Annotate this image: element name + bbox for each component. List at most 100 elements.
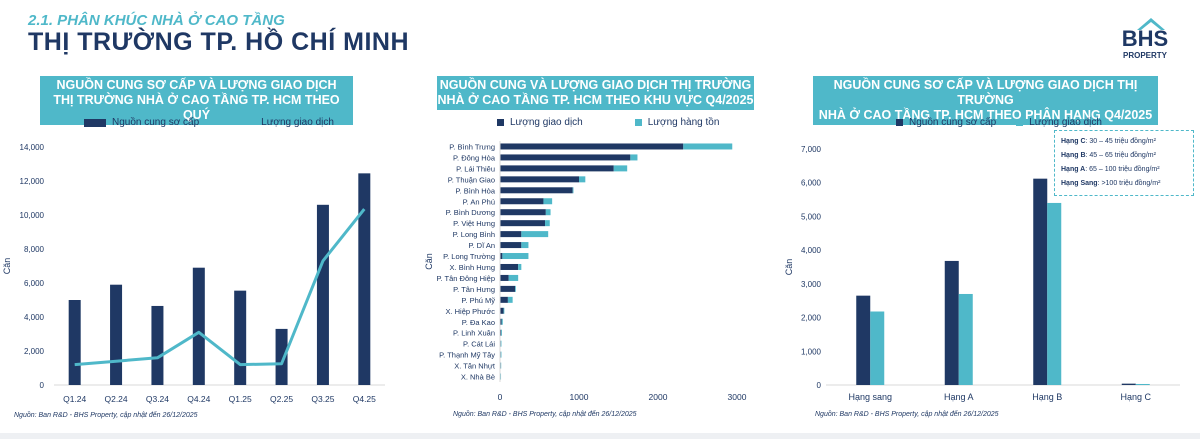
chart-quarterly: 0 2,000 4,000 6,000 8,000 10,000 12,000 14,000 C… bbox=[2, 143, 385, 404]
bar-transactions bbox=[500, 220, 546, 227]
y-tick-label: 14,000 bbox=[20, 143, 45, 152]
chart-by-area: P. Bình Trưng P. Đông Hòa P. Lái Thiêu P. T… bbox=[424, 141, 747, 402]
bar-transactions bbox=[500, 253, 503, 260]
bar-transactions bbox=[1135, 383, 1150, 385]
bar-inventory bbox=[518, 263, 522, 270]
legend-swatch-transactions bbox=[497, 119, 504, 126]
panel2-source: Nguồn: Ban R&D - BHS Property, cập nhật … bbox=[453, 411, 637, 418]
panel1-title-line1: NGUỒN CUNG SƠ CẤP VÀ LƯỢNG GIAO DỊCH bbox=[56, 78, 337, 92]
x-tick-label: 1000 bbox=[570, 392, 589, 402]
bar-transactions bbox=[500, 154, 631, 161]
bar-transactions bbox=[500, 165, 614, 172]
bar-inventory bbox=[630, 154, 638, 161]
bar-supply bbox=[358, 173, 371, 385]
x-tick-label: Q4.24 bbox=[187, 394, 210, 404]
bar-supply bbox=[192, 267, 205, 385]
bar-supply bbox=[1033, 178, 1048, 385]
bar-transactions bbox=[500, 198, 544, 205]
y-tick-label: 2,000 bbox=[801, 314, 822, 323]
bar-inventory bbox=[545, 209, 551, 216]
bar-transactions bbox=[500, 307, 504, 314]
category-label: X. Bình Hưng bbox=[450, 263, 495, 272]
category-label: P. Đông Hòa bbox=[453, 153, 496, 162]
x-tick-label: 2000 bbox=[649, 392, 668, 402]
bar-inventory bbox=[515, 285, 516, 292]
line-transactions bbox=[74, 208, 366, 367]
note-grade-c: Hạng C: 30 – 45 triệu đồng/m² bbox=[1061, 138, 1156, 145]
bar-supply bbox=[316, 204, 329, 385]
grade-price-note: Hạng C: 30 – 45 triệu đồng/m² Hạng B: 45… bbox=[1054, 130, 1194, 196]
bar-transactions bbox=[500, 296, 508, 303]
category-label: P. Long Bình bbox=[453, 230, 495, 239]
panel3-title-line2: NHÀ Ở CAO TẦNG TP. HCM THEO PHÂN HẠNG Q4… bbox=[818, 108, 1153, 122]
bar-supply bbox=[110, 284, 123, 385]
y-axis-label: Căn bbox=[784, 259, 794, 276]
bar-transactions bbox=[500, 263, 519, 270]
panel3-legend: Nguồn cung sơ cấp Lượng giao dịch bbox=[896, 117, 1102, 128]
category-label: P. Dĩ An bbox=[468, 241, 495, 250]
y-tick-label: 6,000 bbox=[801, 179, 822, 188]
note-grade-b: Hạng B: 45 – 65 triệu đồng/m² bbox=[1061, 152, 1156, 159]
x-tick-label: Hạng B bbox=[1032, 392, 1062, 402]
y-tick-label: 1,000 bbox=[801, 347, 822, 356]
category-label: X. Hiệp Phước bbox=[445, 307, 495, 316]
bar-inventory bbox=[500, 340, 502, 347]
bhs-property-logo: BHS PROPERTY bbox=[1122, 18, 1168, 60]
category-label: P. Thạnh Mỹ Tây bbox=[439, 351, 495, 360]
bar-inventory bbox=[613, 165, 628, 172]
x-tick-label: Q2.24 bbox=[104, 394, 127, 404]
category-label: P. Tân Đông Hiệp bbox=[436, 274, 495, 283]
category-label: X. Nhà Bè bbox=[461, 373, 495, 382]
legend-swatch-supply bbox=[896, 119, 903, 126]
bar-transactions bbox=[500, 329, 502, 336]
x-tick-label: Q2.25 bbox=[270, 394, 293, 404]
bar-inventory bbox=[502, 253, 529, 260]
x-tick-label: Hạng sang bbox=[848, 392, 892, 402]
bar-transactions bbox=[500, 318, 502, 325]
bar-transactions bbox=[500, 285, 516, 292]
bar-transactions bbox=[500, 231, 522, 238]
category-label: P. Linh Xuân bbox=[453, 329, 495, 338]
chart-by-grade: 0 1,000 2,000 3,000 4,000 5,000 6,000 7,000 Căn H… bbox=[784, 145, 1180, 402]
footer-bar bbox=[0, 433, 1200, 439]
x-tick-label: Q3.25 bbox=[311, 394, 334, 404]
y-tick-label: 0 bbox=[40, 381, 45, 390]
bar-inventory bbox=[501, 318, 503, 325]
category-label: P. Phú Mỹ bbox=[461, 296, 495, 305]
category-label: P. Long Trường bbox=[443, 252, 495, 261]
y-tick-label: 0 bbox=[817, 381, 822, 390]
legend-swatch-transactions bbox=[229, 121, 256, 124]
note-grade-luxury: Hạng Sang: >100 triệu đồng/m² bbox=[1061, 180, 1161, 187]
x-tick-label: Q1.24 bbox=[63, 394, 86, 404]
bar-supply bbox=[68, 300, 81, 385]
bar-transactions bbox=[870, 311, 885, 385]
logo-roof-icon bbox=[1137, 18, 1165, 30]
panel1-title: NGUỒN CUNG SƠ CẤP VÀ LƯỢNG GIAO DỊCH THỊ… bbox=[40, 76, 353, 125]
bar-transactions bbox=[500, 242, 522, 249]
category-label: X. Tân Nhựt bbox=[454, 362, 496, 371]
bar-transactions bbox=[500, 143, 684, 150]
legend-swatch-supply bbox=[84, 118, 106, 127]
category-label: P. Tân Hưng bbox=[453, 285, 495, 294]
y-tick-label: 5,000 bbox=[801, 212, 822, 221]
panel2-title-line1: NGUỒN CUNG VÀ LƯỢNG GIAO DỊCH THỊ TRƯỜNG bbox=[439, 78, 752, 92]
panel2-title-line2: NHÀ Ở CAO TẦNG TP. HCM THEO KHU VỰC Q4/2… bbox=[437, 93, 754, 107]
bar-inventory bbox=[501, 329, 502, 336]
panel1-source: Nguồn: Ban R&D - BHS Property, cập nhật … bbox=[14, 412, 198, 419]
y-tick-label: 6,000 bbox=[24, 279, 45, 288]
panel3-source: Nguồn: Ban R&D - BHS Property, cập nhật … bbox=[815, 411, 999, 418]
logo-text: BHS bbox=[1122, 26, 1168, 51]
legend-label-supply: Nguồn cung sơ cấp bbox=[909, 117, 997, 128]
bar-transactions bbox=[958, 293, 973, 385]
bar-transactions bbox=[500, 187, 573, 194]
category-label: P. Cát Lái bbox=[463, 340, 495, 349]
y-tick-label: 2,000 bbox=[24, 347, 45, 356]
panel3-title-line1: NGUỒN CUNG SƠ CẤP VÀ LƯỢNG GIAO DỊCH THỊ… bbox=[833, 78, 1138, 107]
bar-transactions bbox=[500, 209, 546, 216]
bar-supply bbox=[1121, 383, 1136, 385]
bar-inventory bbox=[572, 187, 574, 194]
bar-supply bbox=[856, 295, 871, 385]
y-tick-label: 4,000 bbox=[801, 246, 822, 255]
legend-label-transactions: Lượng giao dịch bbox=[261, 117, 334, 128]
legend-label-transactions: Lượng giao dịch bbox=[510, 117, 583, 128]
